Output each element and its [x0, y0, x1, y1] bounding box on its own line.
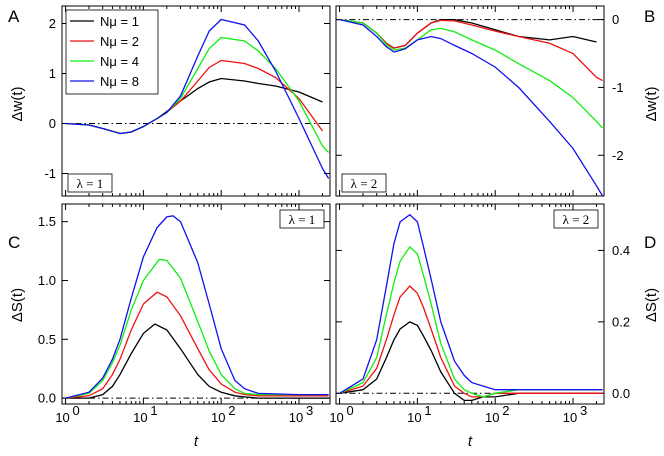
panel-d-xtick-label: 10	[329, 410, 343, 425]
panel-d-ytick-label: 0.0	[612, 386, 630, 401]
panel-d-xtick-label: 10	[485, 410, 499, 425]
panel-b: -2 -1 0 B Δw(t) λ = 2	[335, 5, 660, 197]
panel-d-frame	[335, 203, 605, 405]
panel-c-plot: 10 0 10 1 10 2 10 30.00.51.01.5	[38, 204, 330, 425]
panel-c-xtick-label: 10	[211, 410, 225, 425]
panel-a: -1 0 1 2 A Δw(t) λ = 1 Nμ = 1 Nμ = 2 Nμ = 4…	[8, 5, 331, 197]
panel-c: 10 0 10 1 10 2 10 30.00.51.01.5 C ΔS(t) t λ = 1	[8, 203, 331, 450]
panel-b-series-4-line	[339, 18, 604, 196]
legend-label-1: Nμ = 1	[100, 14, 139, 29]
panel-letter-d: D	[644, 233, 656, 252]
panel-c-ytick-label: 1.0	[38, 273, 56, 288]
panel-c-frame	[61, 203, 331, 405]
panel-a-ytick-label: -1	[44, 166, 56, 181]
panel-a-ytick-label: 0	[49, 116, 56, 131]
panel-letter-c: C	[8, 233, 20, 252]
panel-a-ytick-label: 2	[49, 16, 56, 31]
panel-c-xtick-label: 10	[55, 410, 69, 425]
legend-label-2: Nμ = 2	[100, 34, 139, 49]
panel-a-frame	[61, 5, 331, 197]
panel-c-boxlabel: λ = 1	[279, 209, 325, 229]
panel-d-xtick-label: 10	[563, 410, 577, 425]
panel-d-plot: 10 0 10 1 10 2 10 30.00.20.4	[329, 204, 630, 425]
panel-a-series-4-line	[65, 18, 330, 179]
panel-d: 10 0 10 1 10 2 10 30.00.20.4 D ΔS(t) t λ = 2	[329, 203, 660, 450]
panel-c-xtick-exponent: 1	[150, 403, 157, 418]
panel-c-series-3-line	[65, 258, 329, 399]
panel-d-series-4-line	[339, 213, 603, 394]
panel-a-boxlabel-text: λ = 1	[77, 176, 104, 191]
panel-c-ytick-label: 0.0	[38, 391, 56, 406]
panel-b-plot: -2 -1 0	[336, 6, 624, 196]
panel-d-xtick-exponent: 1	[424, 403, 431, 418]
panel-a-plot: -1 0 1 2	[44, 6, 330, 196]
panel-d-xlabel: t	[468, 433, 473, 450]
panel-d-boxlabel-frame	[553, 209, 599, 229]
legend-label-3: Nμ = 4	[100, 54, 139, 69]
panel-c-xtick-exponent: 3	[306, 403, 313, 418]
panel-c-xlabel: t	[194, 433, 199, 450]
panel-b-ytick-label: -2	[612, 148, 624, 163]
panel-b-series-3-line	[339, 18, 604, 129]
panel-a-boxlabel: λ = 1	[67, 173, 113, 193]
legend-label-4: Nμ = 8	[100, 74, 139, 89]
panel-c-ylabel: ΔS(t)	[9, 288, 26, 322]
panel-d-series-2-line	[339, 285, 603, 398]
panel-letter-b: B	[644, 7, 655, 26]
panel-b-ytick-label: 0	[612, 12, 619, 27]
panel-b-frame	[335, 5, 605, 197]
panel-d-xtick-label: 10	[407, 410, 421, 425]
panel-c-xtick-exponent: 2	[228, 403, 235, 418]
panel-d-ylabel: ΔS(t)	[643, 288, 660, 322]
panel-c-series-4-line	[65, 215, 329, 399]
panel-c-xtick-label: 10	[289, 410, 303, 425]
panel-letter-a: A	[8, 7, 20, 26]
legend-frame	[65, 9, 159, 95]
panel-d-xtick-exponent: 3	[580, 403, 587, 418]
panel-d-series-3-line	[339, 245, 603, 398]
panel-b-boxlabel-frame	[341, 173, 387, 193]
panel-d-boxlabel: λ = 2	[553, 209, 599, 229]
panel-a-ylabel: Δw(t)	[9, 86, 26, 121]
panel-b-boxlabel-text: λ = 2	[351, 176, 378, 191]
panel-d-ytick-label: 0.2	[612, 314, 630, 329]
panel-c-ytick-label: 0.5	[38, 332, 56, 347]
panel-b-ytick-label: -1	[612, 80, 624, 95]
panel-d-xtick-exponent: 0	[347, 403, 354, 418]
panel-d-xtick-exponent: 2	[502, 403, 509, 418]
panel-d-ytick-label: 0.4	[612, 243, 630, 258]
panel-b-boxlabel: λ = 2	[341, 173, 387, 193]
panel-a-ytick-label: 1	[49, 66, 56, 81]
panel-c-series-1-line	[65, 323, 329, 399]
panel-c-ytick-label: 1.5	[38, 214, 56, 229]
panel-c-series-2-line	[65, 291, 329, 399]
panel-b-series-2-line	[339, 18, 603, 82]
panel-d-series-1-line	[339, 321, 603, 402]
legend: Nμ = 1 Nμ = 2 Nμ = 4 Nμ = 8	[65, 9, 159, 95]
panel-b-ylabel: Δw(t)	[643, 86, 660, 121]
panel-c-xtick-exponent: 0	[73, 403, 80, 418]
panel-a-boxlabel-frame	[67, 173, 113, 193]
panel-d-boxlabel-text: λ = 2	[563, 212, 590, 227]
panel-c-boxlabel-text: λ = 1	[289, 212, 316, 227]
panel-c-xtick-label: 10	[133, 410, 147, 425]
panel-c-boxlabel-frame	[279, 209, 325, 229]
